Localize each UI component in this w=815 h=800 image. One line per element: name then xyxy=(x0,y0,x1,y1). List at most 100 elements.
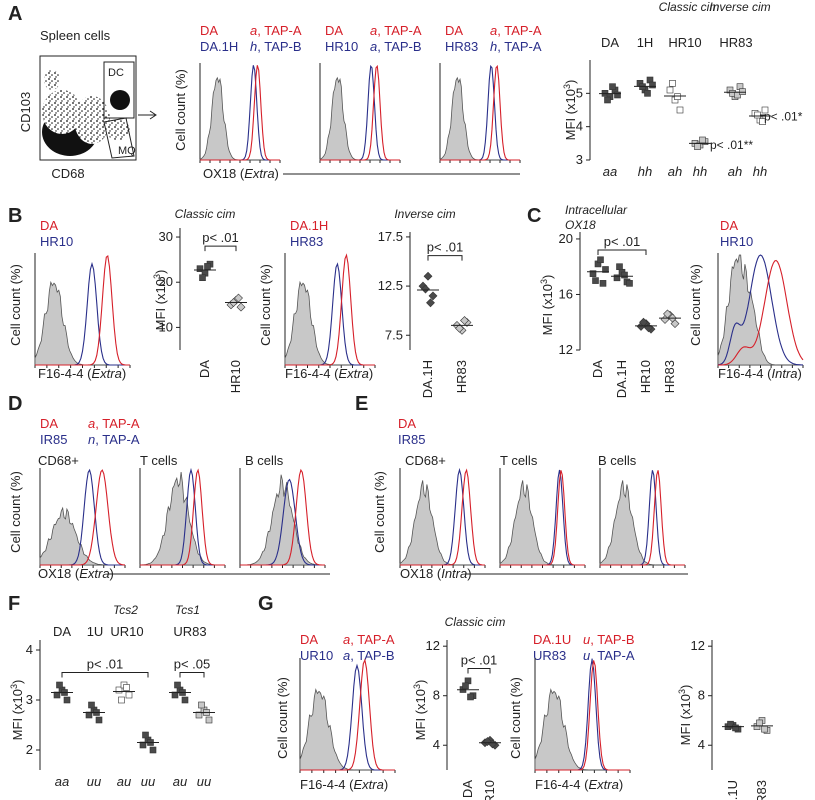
panel-letter-e: E xyxy=(355,393,368,415)
dot-b2-point xyxy=(428,291,438,301)
svg-text:IR85: IR85 xyxy=(40,432,67,447)
c-title-1: Intracellular xyxy=(565,203,628,217)
panel-letter-d: D xyxy=(8,393,22,415)
dot-c-point xyxy=(589,270,597,277)
svg-text:UR83: UR83 xyxy=(533,648,566,663)
dot-f-point xyxy=(181,696,189,704)
dot-b2-bracket xyxy=(427,255,463,261)
svg-text:a, TAP-B: a, TAP-B xyxy=(343,648,395,663)
dot-b1-point xyxy=(199,274,206,282)
panel-letter-g: G xyxy=(258,593,274,615)
hist-g2-control-fill xyxy=(534,688,630,771)
legend-g2: DA.1U UR83 u, TAP-B u, TAP-A xyxy=(533,632,635,663)
dot-b1-x-label: DA xyxy=(197,360,212,378)
dot-a-point xyxy=(666,86,674,94)
dot-b2-point xyxy=(455,323,464,333)
hist-e2-control-fill xyxy=(499,480,585,566)
dot-g2-y-tick-label: 12 xyxy=(691,638,705,653)
panel-letter-a: A xyxy=(8,3,22,25)
hist-c-ylabel: Cell count (%) xyxy=(688,264,703,346)
d-sub-bcells: B cells xyxy=(245,453,284,468)
group-label-1h: 1H xyxy=(637,35,654,50)
dot-f-point xyxy=(63,696,71,704)
dot-a-x-label: aa xyxy=(603,164,617,179)
svg-text:h, TAP-B: h, TAP-B xyxy=(250,39,302,54)
dot-a-y-tick-label: 4 xyxy=(576,119,583,134)
dot-g2-point xyxy=(761,725,768,733)
dot-b1-pvalue: p< .01 xyxy=(202,230,239,245)
dot-c-x-label: DA.1H xyxy=(614,360,629,398)
hist-g1-ylabel: Cell count (%) xyxy=(275,677,290,759)
b-h1-red: DA xyxy=(40,218,58,233)
dot-c-pvalue: p< .01 xyxy=(604,234,641,249)
dot-f-point xyxy=(95,716,103,724)
dot-f-x-label: uu xyxy=(197,774,211,789)
hist-a3-red-line xyxy=(440,64,520,161)
hist-d1-control-fill xyxy=(39,506,125,566)
dot-f-point xyxy=(149,746,157,754)
svg-text:HR83: HR83 xyxy=(445,39,478,54)
dot-a-pvalue-hr10: p< .01** xyxy=(710,138,753,152)
group-label-hr83: HR83 xyxy=(719,35,752,50)
svg-text:h, TAP-A: h, TAP-A xyxy=(490,39,542,54)
dot-c-point xyxy=(602,266,609,273)
hist-b2-red-line xyxy=(285,253,375,366)
dot-g1-y-tick-label: 12 xyxy=(426,638,440,653)
dot-g2-point xyxy=(727,720,734,728)
scatter-x-label: CD68 xyxy=(51,166,84,181)
dot-c-point xyxy=(613,274,621,282)
dot-b2-point xyxy=(423,271,433,281)
b-inverse-title: Inverse cim xyxy=(394,207,455,221)
dot-a-point xyxy=(761,106,769,114)
hist-d3-red-line xyxy=(240,468,325,566)
dot-g1-point xyxy=(462,682,469,690)
dot-c-point xyxy=(616,263,623,271)
dot-c-y-tick-label: 16 xyxy=(559,286,573,301)
dot-g2-point xyxy=(732,724,739,732)
dot-b1-point xyxy=(204,263,211,270)
d-sub-cd68: CD68+ xyxy=(38,453,79,468)
dot-a-point xyxy=(614,91,621,99)
hist-e1-red-line xyxy=(400,468,485,566)
dot-b2-pvalue: p< .01 xyxy=(427,240,464,255)
dot-f-point xyxy=(125,691,133,699)
b-h2-red: DA.1H xyxy=(290,218,328,233)
dot-g1-x-label: DA xyxy=(460,780,475,798)
dot-f-pvalue: p< .01 xyxy=(87,657,124,672)
dot-b2-y-tick-label: 7.5 xyxy=(385,327,403,342)
svg-text:u, TAP-B: u, TAP-B xyxy=(583,632,635,647)
dot-c-point xyxy=(597,256,604,264)
dot-g1-y-tick-label: 4 xyxy=(433,737,440,752)
hist-d-xlabel: OX18 (Extra) xyxy=(38,566,114,581)
dot-c-x-label: DA xyxy=(590,360,605,378)
e-sub-tcells: T cells xyxy=(500,453,538,468)
dot-a-point xyxy=(674,93,681,100)
hist-g1-red-line xyxy=(300,658,395,771)
dot-a-point xyxy=(649,81,656,89)
hist-a1-red-line xyxy=(200,65,280,161)
dot-g1-bracket xyxy=(467,667,491,674)
hist-c-blue-line xyxy=(717,254,803,366)
dot-a-pvalue-hr83: p< .01* xyxy=(764,110,803,124)
dot-c-y-tick-label: 20 xyxy=(559,231,573,246)
hist-e1-control-fill xyxy=(399,480,485,566)
dot-a-point xyxy=(669,80,676,87)
f-group-da: DA xyxy=(53,624,71,639)
gate-dc-label: DC xyxy=(108,67,124,79)
hist-g2-ylabel: Cell count (%) xyxy=(508,677,523,759)
c-title-2: OX18 xyxy=(565,218,596,232)
e-blue: IR85 xyxy=(398,432,425,447)
c-h-red: DA xyxy=(720,218,738,233)
hist-a1-control-fill xyxy=(199,76,280,161)
hist-d1-red-line xyxy=(40,469,125,566)
dot-a-x-label: ah xyxy=(728,164,742,179)
dot-f-bracket xyxy=(179,672,205,678)
f-group-1u: 1U xyxy=(87,624,104,639)
dot-f-point xyxy=(115,686,123,694)
hist-a-ylabel: Cell count (%) xyxy=(173,69,188,151)
dot-f-point xyxy=(56,681,63,689)
dot-f-point xyxy=(174,681,181,689)
svg-text:n, TAP-A: n, TAP-A xyxy=(88,432,140,447)
dot-g2-y-tick-label: 8 xyxy=(698,688,705,703)
dot-c-x-label: HR10 xyxy=(638,360,653,393)
